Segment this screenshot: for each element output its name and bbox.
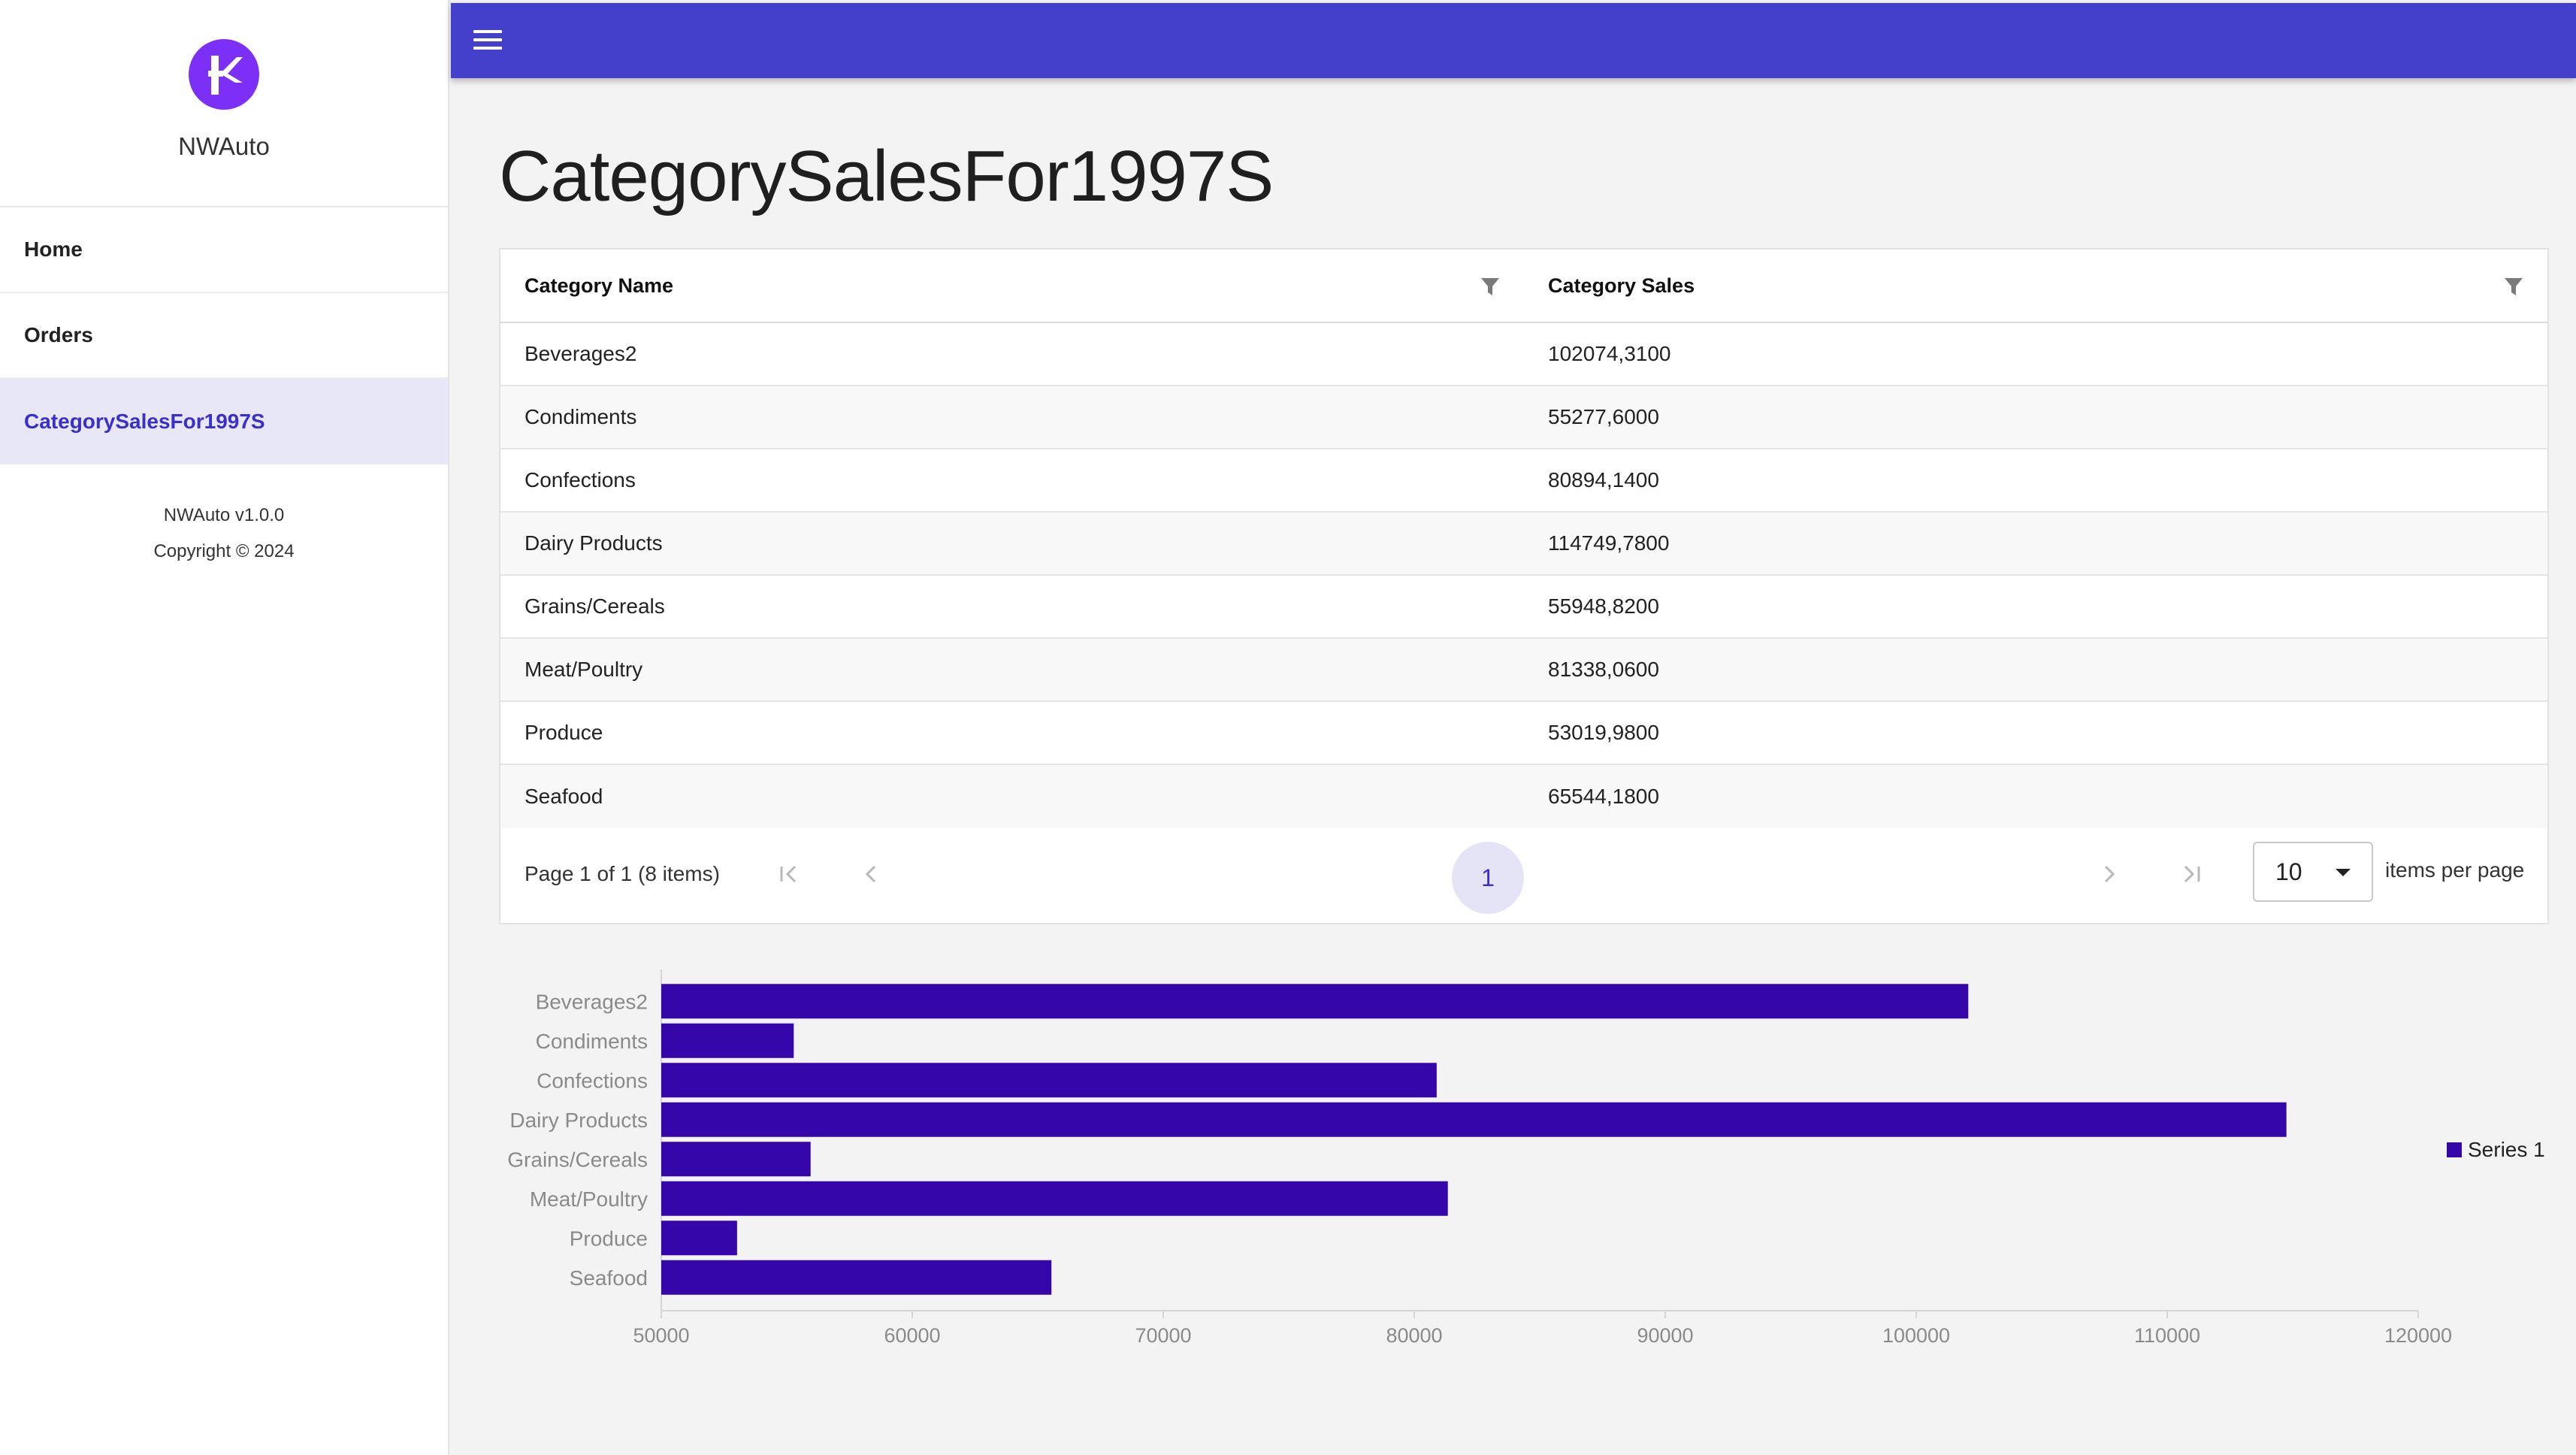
app-name: NWAuto — [178, 132, 270, 160]
previous-page-icon[interactable] — [855, 858, 888, 891]
x-tick-label: 70000 — [1135, 1324, 1191, 1347]
table-row[interactable]: Dairy Products 114749,7800 — [500, 513, 2547, 576]
table-row[interactable]: Condiments 55277,6000 — [500, 386, 2547, 449]
cell-category-sales: 65544,1800 — [1548, 785, 1659, 808]
column-header-category-sales[interactable]: Category Sales — [1524, 250, 2547, 322]
sidebar-nav: Home Orders CategorySalesFor1997S — [0, 207, 448, 464]
items-per-page-select[interactable]: 10 — [2253, 842, 2373, 902]
x-tick-label: 90000 — [1637, 1324, 1693, 1347]
sidebar-item-orders[interactable]: Orders — [0, 293, 448, 379]
bar — [661, 984, 1969, 1019]
cell-category-name: Seafood — [525, 785, 603, 808]
y-tick-label: Grains/Cereals — [507, 1148, 648, 1171]
app-version: NWAuto v1.0.0 — [163, 505, 285, 525]
sidebar-item-category-sales[interactable]: CategorySalesFor1997S — [0, 379, 448, 464]
data-grid: Category Name Category Sales Beverages2 … — [499, 248, 2549, 924]
cell-category-name: Meat/Poultry — [525, 658, 643, 681]
filter-icon[interactable] — [2502, 275, 2525, 298]
table-row[interactable]: Confections 80894,1400 — [500, 449, 2547, 513]
table-row[interactable]: Produce 53019,9800 — [500, 702, 2547, 765]
app-logo-icon — [189, 39, 259, 110]
top-app-bar — [451, 3, 2576, 78]
cell-category-sales: 102074,3100 — [1548, 342, 1671, 365]
y-tick-label: Meat/Poultry — [530, 1187, 648, 1211]
sidebar-footer: NWAuto v1.0.0 Copyright © 2024 — [0, 498, 448, 570]
bar — [661, 1142, 811, 1177]
y-tick-label: Confections — [537, 1069, 648, 1092]
first-page-icon[interactable] — [772, 858, 806, 891]
cell-category-name: Condiments — [525, 405, 637, 428]
sidebar: NWAuto Home Orders CategorySalesFor1997S… — [0, 0, 449, 1455]
page-button-current[interactable]: 1 — [1452, 842, 1524, 914]
x-tick-label: 110000 — [2134, 1324, 2200, 1347]
legend-swatch — [2447, 1142, 2462, 1157]
cell-category-sales: 81338,0600 — [1548, 658, 1659, 681]
copyright-text: Copyright © 2024 — [153, 541, 295, 561]
cell-category-sales: 55277,6000 — [1548, 405, 1659, 428]
table-row[interactable]: Beverages2 102074,3100 — [500, 323, 2547, 386]
bar — [661, 1260, 1052, 1295]
grid-header: Category Name Category Sales — [500, 250, 2547, 323]
y-tick-label: Condiments — [536, 1030, 648, 1053]
hamburger-menu-icon[interactable] — [473, 30, 502, 53]
cell-category-name: Beverages2 — [525, 342, 637, 365]
bar — [661, 1063, 1437, 1098]
chart-svg: Beverages2 Condiments Confections Dairy Pro… — [507, 969, 2545, 1347]
column-header-category-name[interactable]: Category Name — [500, 250, 1524, 322]
column-header-label: Category Name — [525, 274, 674, 297]
x-tick-label: 120000 — [2384, 1324, 2452, 1347]
x-tick-label: 60000 — [884, 1324, 940, 1347]
category-sales-bar-chart: Beverages2 Condiments Confections Dairy Pro… — [481, 962, 2570, 1383]
items-per-page-label: items per page — [2385, 858, 2525, 882]
cell-category-name: Dairy Products — [525, 531, 663, 555]
cell-category-sales: 80894,1400 — [1548, 468, 1659, 492]
next-page-icon[interactable] — [2092, 858, 2125, 891]
x-tick-label: 80000 — [1386, 1324, 1442, 1347]
cell-category-name: Grains/Cereals — [525, 594, 665, 618]
cell-category-sales: 55948,8200 — [1548, 594, 1659, 618]
x-tick-label: 100000 — [1882, 1324, 1950, 1347]
grid-body: Beverages2 102074,3100 Condiments 55277,… — [500, 323, 2547, 828]
column-header-label: Category Sales — [1548, 274, 1695, 297]
cell-category-name: Produce — [525, 721, 603, 744]
pager-summary: Page 1 of 1 (8 items) — [525, 862, 720, 885]
y-tick-label: Produce — [570, 1227, 648, 1250]
bar — [661, 1221, 737, 1256]
table-row[interactable]: Seafood 65544,1800 — [500, 765, 2547, 828]
bar — [661, 1102, 2287, 1137]
chevron-down-icon — [2336, 869, 2351, 876]
sidebar-item-home[interactable]: Home — [0, 207, 448, 293]
cell-category-sales: 114749,7800 — [1548, 531, 1670, 555]
table-row[interactable]: Meat/Poultry 81338,0600 — [500, 639, 2547, 702]
filter-icon[interactable] — [1479, 275, 1501, 298]
legend-label: Series 1 — [2468, 1138, 2545, 1161]
last-page-icon[interactable] — [2175, 858, 2208, 891]
y-tick-label: Seafood — [570, 1266, 648, 1290]
bar — [661, 1023, 794, 1058]
app-branding: NWAuto — [0, 0, 448, 207]
x-tick-label: 50000 — [633, 1324, 689, 1347]
grid-pager: Page 1 of 1 (8 items) 1 10 items per pag… — [500, 825, 2547, 923]
bar — [661, 1181, 1448, 1216]
y-tick-label: Dairy Products — [509, 1109, 648, 1132]
table-row[interactable]: Grains/Cereals 55948,8200 — [500, 576, 2547, 639]
page-title: CategorySalesFor1997S — [499, 136, 1274, 216]
y-tick-label: Beverages2 — [536, 990, 648, 1013]
cell-category-name: Confections — [525, 468, 636, 492]
cell-category-sales: 53019,9800 — [1548, 721, 1659, 744]
items-per-page-value: 10 — [2275, 858, 2302, 885]
